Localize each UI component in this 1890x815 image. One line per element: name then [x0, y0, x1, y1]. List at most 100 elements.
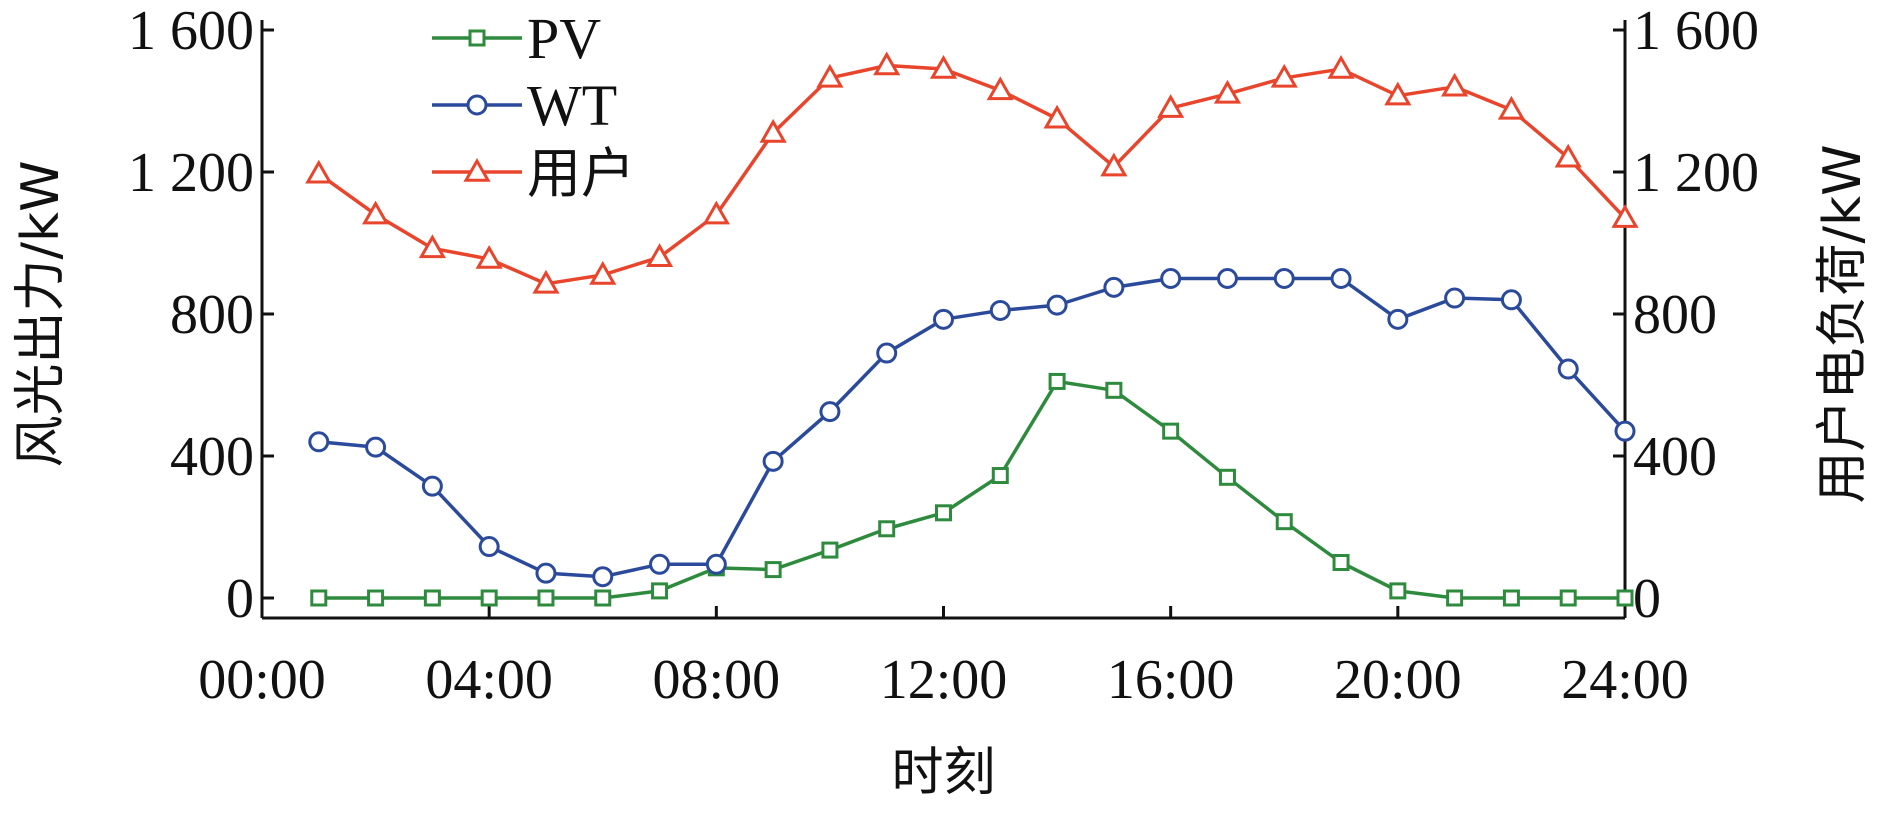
data-point — [878, 520, 896, 538]
x-axis-title: 时刻 — [891, 743, 995, 803]
right-y-tick-label: 1 200 — [1633, 142, 1759, 204]
x-tick-label: 20:00 — [1334, 649, 1462, 711]
data-point — [537, 589, 555, 607]
data-point — [702, 200, 730, 225]
data-point — [589, 260, 617, 285]
right-y-tick-label: 400 — [1633, 426, 1717, 488]
right-y-tick-label: 800 — [1633, 284, 1717, 346]
data-point — [1105, 381, 1123, 399]
data-point — [1497, 95, 1526, 120]
data-point — [1048, 372, 1066, 390]
data-point — [305, 159, 333, 184]
x-tick-label: 24:00 — [1561, 649, 1689, 711]
data-point — [535, 562, 557, 584]
data-point — [421, 475, 443, 497]
data-point — [1444, 287, 1466, 309]
legend-label: WT — [527, 73, 617, 138]
data-point — [1389, 582, 1407, 600]
data-point — [1218, 468, 1236, 486]
legend-marker — [463, 157, 491, 182]
data-point — [986, 76, 1014, 101]
x-tick-label: 16:00 — [1107, 649, 1235, 711]
data-point — [478, 536, 500, 558]
data-point — [1384, 81, 1412, 106]
data-point — [1216, 268, 1238, 289]
data-point — [1557, 358, 1579, 380]
x-tick-label: 04:00 — [425, 649, 553, 711]
left-y-tick-label: 1 600 — [128, 0, 254, 62]
data-point — [418, 234, 446, 259]
left-y-tick-label: 1 200 — [128, 142, 254, 204]
data-point — [1611, 204, 1639, 228]
data-point — [1441, 72, 1469, 97]
data-point — [1162, 422, 1180, 440]
data-point — [819, 401, 841, 423]
data-point — [532, 269, 560, 294]
data-point — [651, 582, 669, 600]
left-y-tick-label: 800 — [170, 284, 254, 346]
x-tick-label: 08:00 — [653, 649, 781, 711]
data-point — [1103, 276, 1125, 298]
legend-item: PV — [432, 6, 601, 71]
series-line — [318, 379, 1625, 600]
data-point — [308, 431, 330, 453]
data-point — [649, 553, 671, 575]
left-y-axis-title: 风光出力/kW — [11, 160, 71, 467]
series-2 — [308, 268, 1636, 588]
data-point — [1446, 589, 1464, 607]
data-point — [1330, 268, 1352, 289]
data-point — [475, 244, 503, 269]
data-point — [935, 504, 952, 522]
data-point — [1327, 55, 1355, 79]
x-tick-label: 12:00 — [880, 649, 1008, 711]
data-point — [821, 541, 839, 559]
data-point — [762, 450, 784, 472]
data-point — [645, 243, 674, 267]
data-point — [1275, 513, 1293, 531]
legend-label: PV — [527, 6, 601, 71]
right-y-tick-label: 0 — [1633, 568, 1661, 630]
data-point — [1559, 589, 1577, 607]
legend-item: WT — [432, 73, 617, 138]
data-point — [365, 436, 387, 458]
data-point — [989, 299, 1011, 321]
data-point — [1270, 63, 1298, 88]
data-point — [1273, 268, 1295, 289]
data-point — [1616, 589, 1634, 607]
data-point — [1046, 294, 1068, 316]
data-point — [480, 589, 498, 607]
data-point — [705, 553, 727, 575]
data-point — [876, 342, 898, 364]
x-tick-label: 00:00 — [198, 649, 326, 711]
left-y-tick-label: 0 — [226, 568, 254, 630]
legend-label: 用户 — [527, 142, 635, 205]
data-point — [1100, 152, 1128, 177]
data-point — [1157, 94, 1185, 118]
data-point — [1614, 420, 1636, 442]
data-point — [361, 200, 390, 225]
right-y-tick-label: 1 600 — [1633, 0, 1759, 62]
data-point — [423, 589, 441, 607]
data-point — [594, 589, 612, 607]
data-point — [1332, 554, 1350, 571]
series-3 — [305, 51, 1639, 294]
data-point — [592, 566, 614, 588]
data-point — [310, 589, 328, 607]
data-point — [873, 51, 901, 76]
left-y-tick-label: 400 — [170, 426, 254, 488]
right-y-axis-title: 用户电负荷/kW — [1813, 144, 1873, 503]
data-point — [764, 561, 782, 579]
data-point — [367, 589, 385, 607]
data-point — [1387, 308, 1409, 330]
data-point — [1213, 79, 1242, 104]
series-line — [318, 276, 1627, 579]
data-point — [816, 63, 844, 88]
series-line — [317, 63, 1627, 286]
data-point — [1500, 289, 1522, 311]
legend-marker — [466, 94, 488, 116]
data-point — [933, 308, 954, 330]
data-point — [991, 467, 1009, 485]
data-point — [1160, 268, 1182, 289]
legend-item: 用户 — [432, 142, 635, 205]
